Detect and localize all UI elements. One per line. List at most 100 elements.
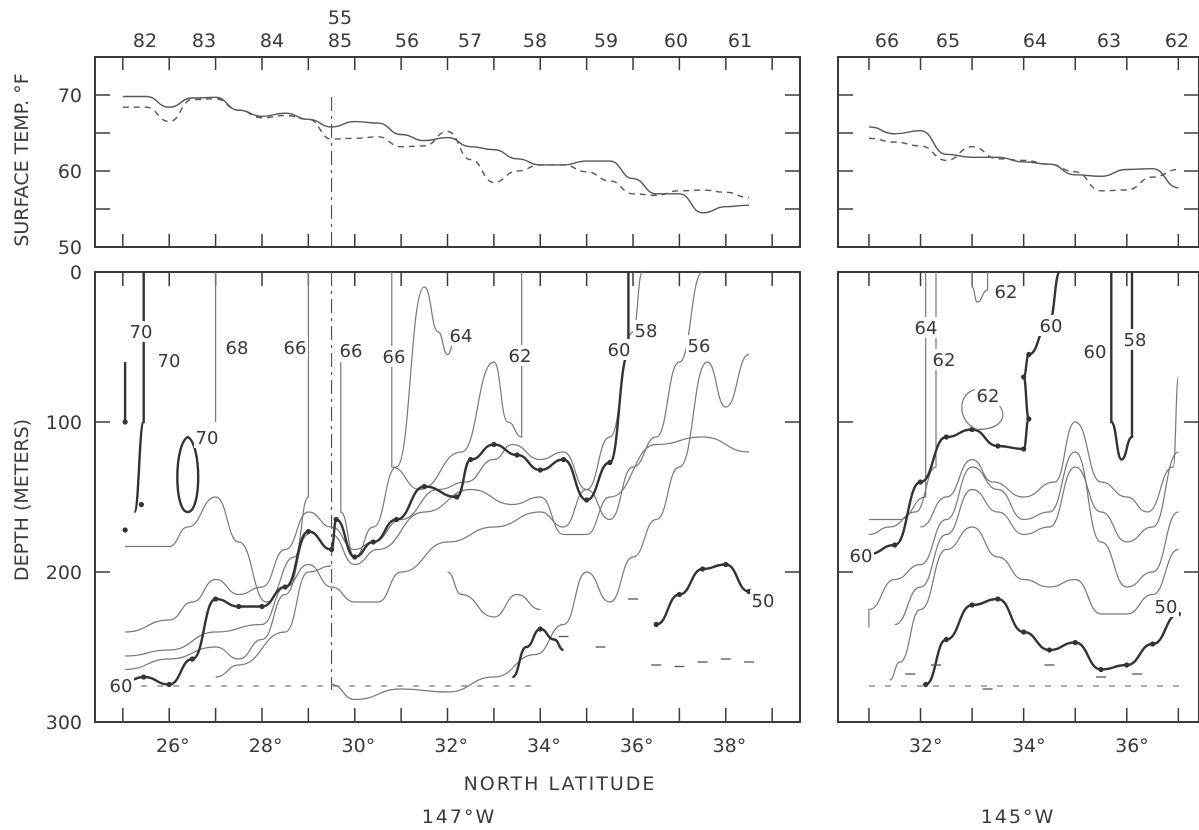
isotherm-point <box>138 501 144 508</box>
isotherm-label: 58 <box>635 321 658 342</box>
isotherm-145w <box>920 376 1179 528</box>
isotherm-point <box>1098 666 1104 673</box>
isotherm-point <box>352 554 358 560</box>
isotherm-147w <box>133 272 145 514</box>
isotherm-point <box>141 674 147 680</box>
xtick-label-145w: 34° <box>1012 735 1046 757</box>
panel-footer-145w: 145°W <box>981 806 1056 828</box>
xtick-label-147w: 30° <box>342 735 376 757</box>
station-label: 83 <box>192 30 216 52</box>
isotherm-label-bg <box>606 339 632 360</box>
isotherm-point <box>468 456 474 463</box>
isotherm-point <box>282 584 288 590</box>
isotherm-point <box>699 566 706 572</box>
station-label: 64 <box>1023 30 1047 52</box>
isotherm-label: 60 <box>850 546 873 567</box>
xtick-label-147w: 38° <box>713 735 747 757</box>
isotherm-point <box>212 596 219 602</box>
isotherm-label: 62 <box>977 386 1000 407</box>
xtick-label-147w: 34° <box>527 735 561 757</box>
isotherm-point <box>1046 647 1053 653</box>
isotherm-label: 64 <box>450 326 473 347</box>
isotherm-label-bg <box>686 335 712 356</box>
isotherm-label: 68 <box>226 338 249 359</box>
isotherm-label: 60 <box>1084 342 1107 363</box>
isotherm-label: 58 <box>1124 330 1147 351</box>
isotherm-point <box>189 656 196 662</box>
isotherm-label: 50 <box>752 591 775 612</box>
ytick-label-depth: 0 <box>70 262 82 284</box>
isotherm-147w <box>215 565 332 678</box>
isotherm-145w <box>894 451 1179 626</box>
isotherm-147w <box>331 353 750 701</box>
isotherm-50-145w <box>925 597 1179 686</box>
isotherms <box>122 270 1184 701</box>
isotherm-point <box>676 591 683 598</box>
isotherm-label-bg <box>381 346 407 367</box>
isotherm-147w <box>125 271 643 633</box>
ytick-label-depth: 100 <box>46 412 82 434</box>
isotherm-point <box>166 681 172 688</box>
isotherm-label-bg <box>448 325 474 346</box>
isotherm-label-bg <box>156 350 182 371</box>
isotherm-point <box>393 516 400 523</box>
station-label: 62 <box>1165 30 1189 52</box>
isotherm-point <box>1149 641 1156 647</box>
isotherm-60-147w <box>125 272 630 686</box>
isotherm-label: 60 <box>608 340 631 361</box>
isotherm-label-bg <box>338 340 364 361</box>
isotherm-point <box>421 483 427 490</box>
isotherm-label: 64 <box>915 318 938 339</box>
station-label: 82 <box>133 30 157 52</box>
isotherm-point <box>1021 629 1027 635</box>
isotherm-label-bg <box>224 337 250 358</box>
station-label: 61 <box>728 30 752 52</box>
isotherm-label-bg <box>750 590 776 611</box>
isotherm-label-bg <box>1122 329 1148 350</box>
isotherm-60-145w <box>868 270 1061 556</box>
isotherm-point <box>305 528 311 535</box>
isotherm-50-147w <box>655 563 750 626</box>
isotherm-point <box>236 603 242 610</box>
station-label: 60 <box>664 30 688 52</box>
isotherm-point <box>723 561 729 568</box>
station-label: 59 <box>594 30 618 52</box>
isotherm-label: 56 <box>688 336 711 357</box>
isotherm-point <box>537 467 543 473</box>
xtick-label-145w: 36° <box>1115 735 1149 757</box>
isotherm-label: 62 <box>933 350 956 371</box>
isotherm-label-bg <box>1038 315 1064 336</box>
isotherm-label: 62 <box>995 282 1018 303</box>
isotherm-point <box>943 434 949 440</box>
station-label: 56 <box>395 30 419 52</box>
isotherm-label-bg <box>633 320 659 341</box>
isotherm-147w <box>391 272 523 491</box>
isotherm-point <box>259 603 265 610</box>
isotherm-point <box>122 419 128 425</box>
isotherm-point <box>537 626 543 632</box>
xlabel: NORTH LATITUDE <box>464 773 657 795</box>
isotherm-147w <box>125 271 703 657</box>
isotherm-label: 60 <box>110 676 133 697</box>
ticks <box>95 57 1199 722</box>
depth-frame-145w <box>837 271 1199 723</box>
station-label: 85 <box>328 30 352 52</box>
surface-line-145w-dashed <box>868 137 1179 192</box>
isotherm-point <box>923 681 929 688</box>
isotherm-point <box>653 621 659 628</box>
isotherm-145w <box>971 272 989 303</box>
isotherm-point <box>969 602 975 608</box>
isotherm-145w <box>868 451 1179 628</box>
station-label: 58 <box>523 30 547 52</box>
isotherm-label: 70 <box>130 322 153 343</box>
isotherm-label: 66 <box>284 338 307 359</box>
isotherm-147w <box>125 272 310 603</box>
isotherm-label-bg <box>282 337 308 358</box>
ytick-label-surface: 50 <box>58 237 82 259</box>
isotherm-label: 66 <box>340 341 363 362</box>
isotherm-point <box>1072 639 1078 646</box>
isotherm-label-bg <box>1153 596 1179 617</box>
surface-series <box>122 95 1179 247</box>
